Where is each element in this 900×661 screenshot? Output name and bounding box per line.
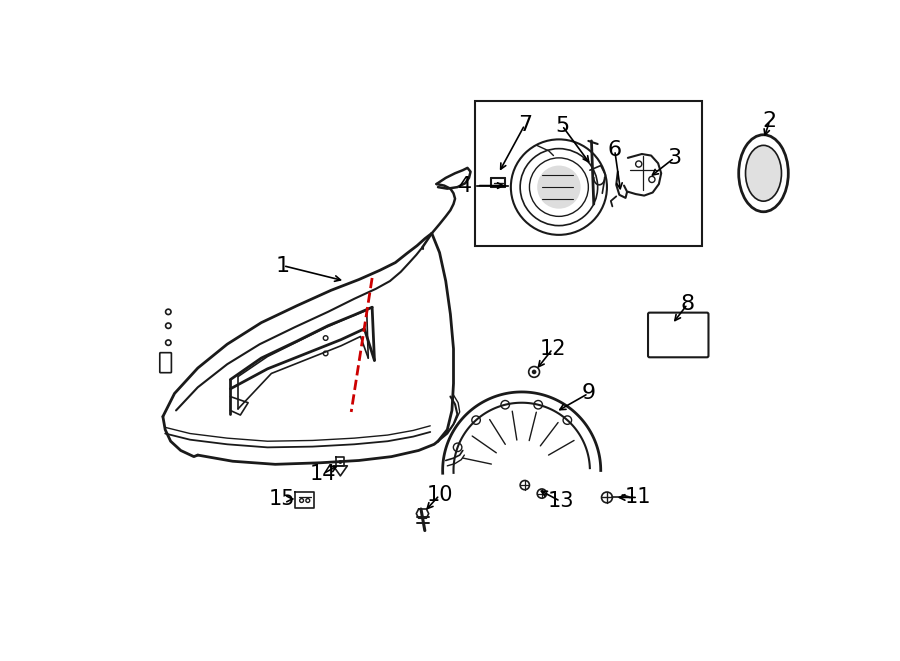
Text: 7: 7 bbox=[518, 115, 532, 135]
FancyBboxPatch shape bbox=[475, 101, 701, 246]
Text: 3: 3 bbox=[667, 148, 681, 168]
Circle shape bbox=[537, 165, 580, 209]
Text: 1: 1 bbox=[276, 256, 290, 276]
Text: 13: 13 bbox=[547, 491, 573, 511]
Ellipse shape bbox=[745, 145, 781, 201]
Text: 5: 5 bbox=[555, 116, 569, 136]
Text: 2: 2 bbox=[762, 111, 777, 131]
Text: 8: 8 bbox=[680, 294, 695, 314]
Text: 4: 4 bbox=[458, 176, 473, 196]
Text: 12: 12 bbox=[539, 339, 566, 359]
Text: 14: 14 bbox=[310, 463, 337, 484]
Text: 10: 10 bbox=[427, 485, 453, 505]
Circle shape bbox=[532, 369, 536, 374]
FancyBboxPatch shape bbox=[160, 353, 171, 373]
FancyBboxPatch shape bbox=[648, 313, 708, 358]
Ellipse shape bbox=[739, 135, 788, 212]
Text: 15: 15 bbox=[268, 489, 294, 509]
Text: 6: 6 bbox=[608, 140, 622, 160]
Text: 11: 11 bbox=[625, 487, 652, 508]
Text: 9: 9 bbox=[581, 383, 596, 403]
Circle shape bbox=[338, 460, 342, 464]
